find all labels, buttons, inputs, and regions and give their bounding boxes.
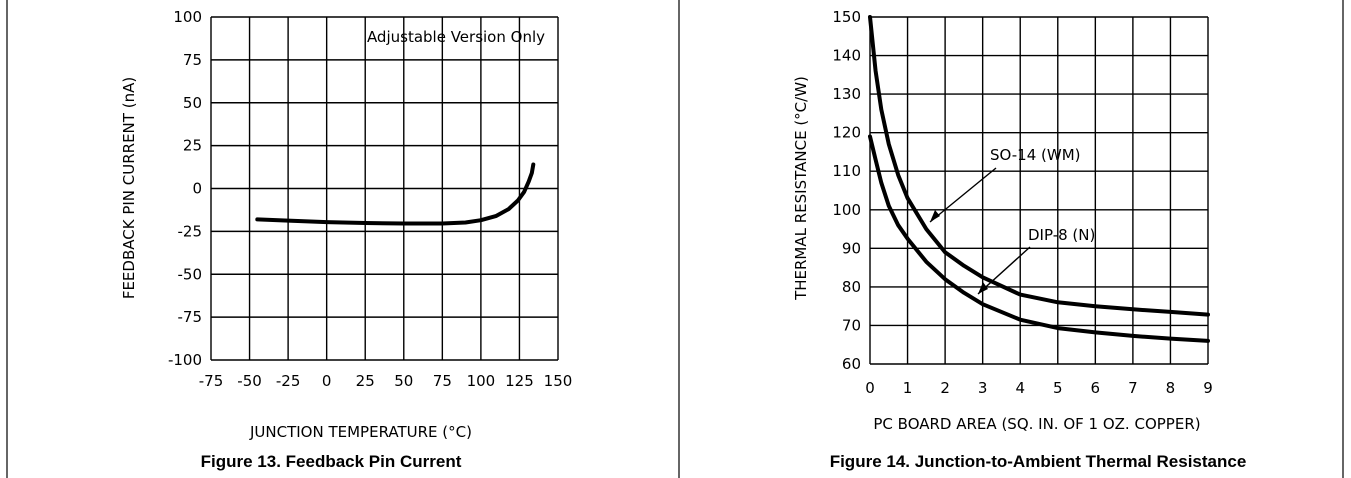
- chart2-y-tick-label: 110: [832, 162, 861, 180]
- chart1-x-axis-label: JUNCTION TEMPERATURE (°C): [249, 423, 472, 441]
- chart2-x-tick-label: 9: [1203, 379, 1213, 397]
- dip8-series-label: DIP-8 (N): [1028, 226, 1095, 244]
- chart2-y-axis-label: THERMAL RESISTANCE (°C/W): [792, 76, 810, 301]
- chart2-y-tick-label: 80: [842, 278, 861, 296]
- so14-pointer-line: [929, 167, 997, 223]
- chart2-y-tick-label: 70: [842, 316, 861, 334]
- dip8-callout: DIP-8 (N): [977, 226, 1095, 295]
- chart1-x-tick-label: 125: [505, 372, 534, 390]
- chart1-y-tick-label: -100: [168, 351, 202, 369]
- chart1-y-tick-labels: 100 75 50 25 0 -25 -50 -75 -100: [168, 8, 202, 369]
- chart1-y-tick-label: 100: [173, 8, 202, 26]
- chart1-grid: [210, 16, 559, 361]
- chart1-series: [255, 162, 536, 226]
- chart1-y-tick-label: 25: [183, 137, 202, 155]
- chart1-series-line-0: [255, 162, 536, 226]
- dip8-pointer-line: [977, 246, 1031, 295]
- feedback-pin-current-chart: 100 75 50 25 0 -25 -50 -75 -100 -75 -50 -25 0 25 50 75…: [120, 8, 572, 471]
- chart1-y-tick-label: -25: [178, 222, 203, 240]
- chart1-x-tick-label: 0: [322, 372, 332, 390]
- chart2-x-tick-label: 5: [1053, 379, 1063, 397]
- chart2-x-tick-label: 6: [1091, 379, 1101, 397]
- chart1-y-axis-label: FEEDBACK PIN CURRENT (nA): [120, 77, 138, 299]
- dip8-pointer-arrowhead: [978, 282, 988, 294]
- chart1-x-tick-label: -75: [199, 372, 224, 390]
- chart2-y-tick-labels: 150 140 130 120 110 100 90 80 70 60: [832, 8, 861, 373]
- chart1-y-tick-label: 0: [192, 180, 202, 198]
- chart2-x-tick-label: 7: [1128, 379, 1138, 397]
- so14-callout: SO-14 (WM): [929, 146, 1081, 223]
- chart2-x-tick-label: 3: [978, 379, 988, 397]
- chart1-x-tick-label: 75: [433, 372, 452, 390]
- thermal-resistance-chart: 150 140 130 120 110 100 90 80 70 60 0 1 2 3 4 5 6 7 8 9 SO…: [792, 8, 1246, 471]
- page-borders: [6, 0, 1344, 478]
- so14-pointer-arrowhead: [930, 210, 940, 222]
- so14-series-label: SO-14 (WM): [990, 146, 1081, 164]
- chart1-x-tick-label: -25: [276, 372, 301, 390]
- chart2-y-tick-label: 140: [832, 47, 861, 65]
- chart2-x-tick-label: 8: [1166, 379, 1176, 397]
- chart1-annotation: Adjustable Version Only: [367, 28, 545, 46]
- chart2-y-tick-label: 60: [842, 355, 861, 373]
- chart2-y-tick-label: 100: [832, 201, 861, 219]
- chart1-x-tick-label: 100: [467, 372, 496, 390]
- chart2-x-tick-labels: 0 1 2 3 4 5 6 7 8 9: [865, 379, 1213, 397]
- chart2-y-tick-label: 120: [832, 124, 861, 142]
- chart2-caption: Figure 14. Junction-to-Ambient Thermal R…: [830, 452, 1247, 471]
- chart1-x-tick-label: 25: [356, 372, 375, 390]
- chart2-y-tick-label: 150: [832, 8, 861, 26]
- chart2-series-line-1: [868, 134, 1210, 343]
- chart2-x-tick-label: 4: [1015, 379, 1025, 397]
- chart1-y-tick-label: -75: [178, 308, 203, 326]
- chart1-x-tick-label: 50: [394, 372, 413, 390]
- chart1-caption: Figure 13. Feedback Pin Current: [201, 452, 462, 471]
- chart2-x-tick-label: 2: [940, 379, 950, 397]
- chart1-x-tick-label: -50: [237, 372, 262, 390]
- chart1-x-tick-labels: -75 -50 -25 0 25 50 75 100 125 150: [199, 372, 573, 390]
- chart1-y-tick-label: 75: [183, 51, 202, 69]
- chart2-y-tick-label: 130: [832, 85, 861, 103]
- chart2-series: [868, 15, 1210, 343]
- chart2-x-tick-label: 0: [865, 379, 875, 397]
- chart1-y-tick-label: -50: [178, 265, 203, 283]
- chart1-x-tick-label: 150: [544, 372, 573, 390]
- chart2-x-tick-label: 1: [903, 379, 913, 397]
- chart2-y-tick-label: 90: [842, 239, 861, 257]
- chart1-y-tick-label: 50: [183, 94, 202, 112]
- chart2-x-axis-label: PC BOARD AREA (SQ. IN. OF 1 OZ. COPPER): [873, 415, 1200, 433]
- chart2-series-line-0: [868, 15, 1210, 317]
